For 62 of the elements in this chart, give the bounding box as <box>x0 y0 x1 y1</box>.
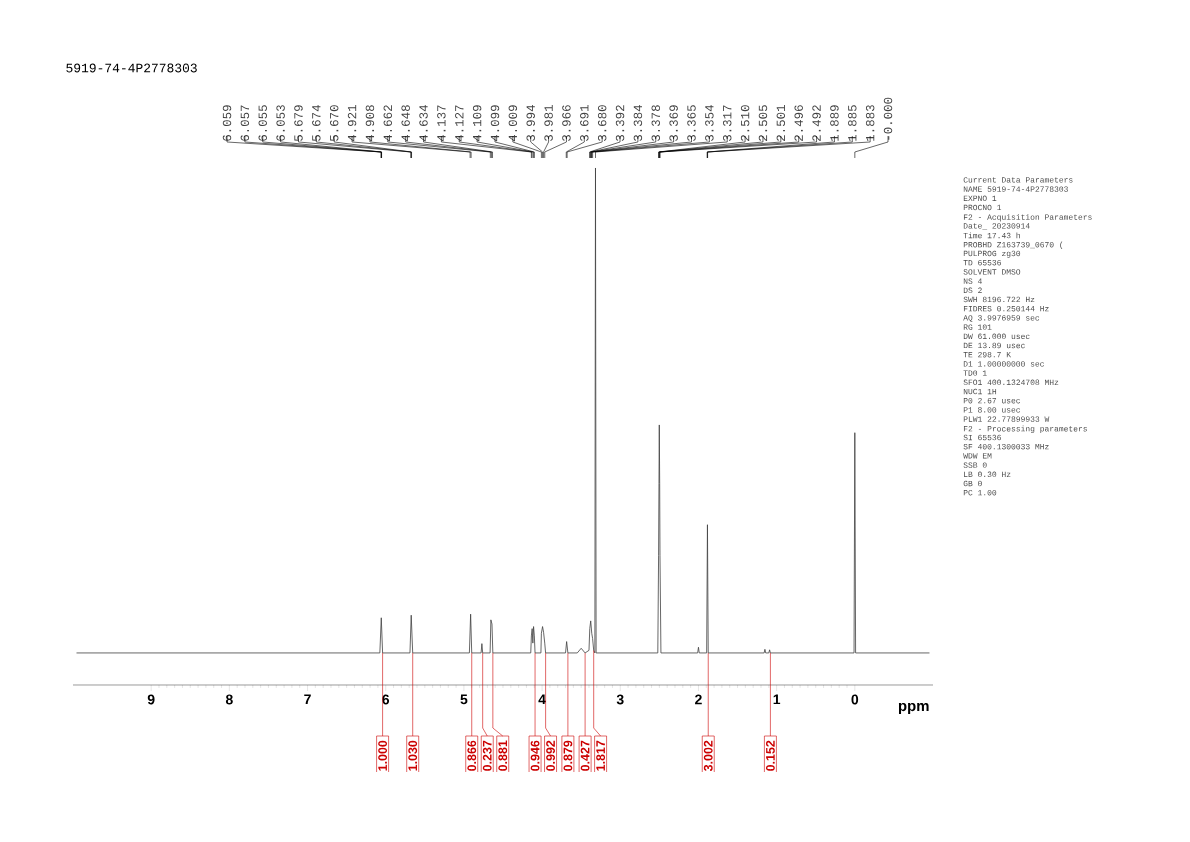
annotation: 2.510 <box>740 105 750 141</box>
annotation: 4.662 <box>383 105 393 142</box>
annotation: 4.648 <box>401 105 410 142</box>
x-tick-label: 5 <box>460 694 468 705</box>
x-tick-label: 9 <box>147 694 155 705</box>
annotation: 2.496 <box>794 105 803 141</box>
annotation: 4.634 <box>419 105 428 142</box>
x-tick-label: 7 <box>304 694 311 705</box>
annotation: 0.866 <box>467 740 477 771</box>
annotation: 3.384 <box>633 105 643 142</box>
annotation: 3.317 <box>723 105 732 142</box>
annotation: 0.152 <box>765 740 775 771</box>
annotation: 3.354 <box>705 105 714 142</box>
x-tick-label: 1 <box>773 694 781 705</box>
annotation: 1.889 <box>830 105 839 141</box>
annotation: 0.946 <box>530 740 540 771</box>
annotation: 3.378 <box>651 105 660 142</box>
annotation: 6.057 <box>240 105 250 141</box>
annotation: 4.137 <box>437 105 446 142</box>
annotation: 3.002 <box>703 740 713 772</box>
annotation: 3.981 <box>544 105 553 142</box>
annotation: 4.127 <box>455 105 464 142</box>
annotation: 0.237 <box>482 740 492 771</box>
annotation: 1.883 <box>865 105 875 141</box>
annotation: 5.670 <box>329 105 339 142</box>
annotation: 0.879 <box>563 740 573 771</box>
annotation: 3.691 <box>580 105 589 142</box>
annotation: 2.505 <box>758 105 768 141</box>
annotation: 6.059 <box>222 105 232 141</box>
annotation: 4.109 <box>472 105 482 142</box>
annotation: 5.679 <box>294 105 303 142</box>
annotation: -0.000 <box>883 97 893 140</box>
annotation: 1.000 <box>378 740 388 771</box>
x-tick-label: 6 <box>382 694 390 705</box>
annotation: 0.992 <box>546 740 555 771</box>
annotation: 3.680 <box>597 105 607 142</box>
annotation: 1.885 <box>848 105 857 141</box>
annotation: 4.908 <box>365 105 375 142</box>
annotation: 1.817 <box>596 740 606 771</box>
annotation: 1.030 <box>408 740 418 771</box>
annotation: 4.099 <box>490 105 500 142</box>
chart-title: 5919-74-4P2778303 <box>66 63 197 73</box>
x-tick-label: 3 <box>616 694 624 705</box>
annotation: 3.966 <box>562 105 571 142</box>
annotation: 2.501 <box>776 105 786 141</box>
annotation: 4.009 <box>508 105 518 142</box>
annotation: 0.881 <box>498 740 508 771</box>
annotation: 5.674 <box>312 105 321 142</box>
annotation: 2.492 <box>812 105 821 141</box>
x-tick-label: 0 <box>851 694 859 705</box>
x-tick-label: 2 <box>695 694 702 705</box>
annotation: 3.369 <box>669 105 678 142</box>
annotation: 4.921 <box>347 105 357 142</box>
annotation: 6.053 <box>276 105 285 141</box>
annotation: 3.994 <box>526 105 535 142</box>
annotation: 6.055 <box>258 105 267 141</box>
annotation: 3.365 <box>687 105 696 142</box>
x-tick-label: 8 <box>225 694 233 705</box>
x-tick-label: 4 <box>538 694 546 705</box>
annotation: 0.427 <box>580 740 590 771</box>
annotation: 3.392 <box>615 105 625 142</box>
x-axis-title: ppm <box>898 702 929 715</box>
